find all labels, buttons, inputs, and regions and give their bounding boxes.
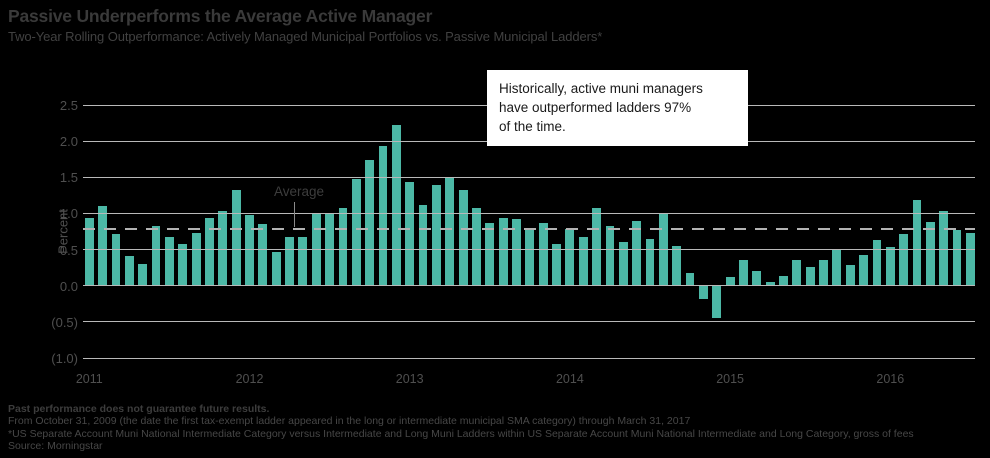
gridline (83, 321, 975, 323)
bar (645, 239, 655, 286)
bar (565, 228, 575, 286)
y-tick-label: 0.0 (59, 278, 78, 294)
bar (552, 243, 561, 286)
bar (245, 214, 254, 286)
bar (365, 159, 375, 286)
bar (84, 218, 94, 286)
bar (378, 146, 388, 286)
bar (351, 179, 361, 286)
gridline (83, 212, 975, 214)
footnotes: Past performance does not guarantee futu… (8, 403, 914, 453)
footnote-methodology: *US Separate Account Muni National Inter… (8, 427, 914, 440)
y-tick-label: (1.0) (51, 351, 78, 366)
average-line-label: Average (273, 184, 325, 199)
y-tick-label: 1.0 (59, 206, 78, 222)
chart-subtitle: Two-Year Rolling Outperformance: Activel… (8, 29, 603, 44)
bar (578, 237, 588, 286)
chart-title: Passive Underperforms the Average Active… (8, 6, 433, 26)
bar (285, 237, 294, 286)
bar (498, 218, 508, 286)
footnote-disclaimer: Past performance does not guarantee futu… (8, 403, 270, 415)
y-tick-label: (0.5) (51, 314, 78, 330)
bar (765, 282, 775, 286)
x-tick-label: 2013 (395, 372, 424, 386)
bar (405, 181, 415, 286)
bar (752, 271, 762, 286)
bar (191, 232, 201, 286)
bar (231, 189, 241, 286)
bar (685, 273, 695, 286)
bar (338, 208, 348, 286)
bar (512, 219, 521, 286)
y-tick-label: 2.5 (59, 98, 78, 113)
bar (124, 256, 134, 286)
bar (485, 222, 495, 286)
bar (632, 221, 642, 286)
bar (178, 243, 188, 286)
gridline (83, 176, 975, 178)
bar (698, 285, 708, 300)
bar (205, 218, 214, 286)
bar (618, 242, 628, 286)
gridline (83, 357, 975, 359)
average-dashed-line (83, 227, 975, 230)
gridline (83, 249, 975, 251)
bar (819, 259, 828, 286)
bar (952, 230, 962, 286)
bar (151, 226, 161, 286)
bar (712, 285, 722, 318)
bar (458, 189, 468, 286)
bar (538, 222, 548, 286)
footnote-source: Source: Morningstar (8, 440, 103, 453)
bar (965, 232, 975, 286)
bar (218, 210, 228, 286)
bar (859, 255, 869, 286)
y-tick-label: 0.5 (59, 242, 78, 258)
bar (725, 277, 735, 286)
bar (832, 249, 842, 286)
x-tick-label: 2016 (876, 372, 905, 386)
bar (805, 266, 815, 286)
callout-line: Historically, active muni managers (499, 81, 703, 96)
bar (418, 205, 428, 286)
bar (912, 199, 922, 286)
footnote-period: From October 31, 2009 (the date the firs… (8, 415, 691, 428)
bar (779, 275, 788, 286)
bar (792, 260, 802, 286)
bar (872, 240, 882, 286)
bar (472, 208, 481, 286)
bar (431, 184, 441, 286)
bar (164, 237, 174, 286)
bar (899, 234, 909, 286)
bar (111, 234, 121, 286)
callout-box: Historically, active muni managers have … (487, 70, 748, 146)
y-tick-label: 2.0 (59, 134, 78, 150)
bar (605, 226, 615, 286)
bar (592, 207, 602, 286)
bar (98, 206, 108, 286)
x-tick-label: 2014 (555, 372, 584, 386)
bar (672, 245, 682, 286)
bar (939, 210, 949, 286)
bar (445, 176, 455, 286)
bar (925, 222, 935, 286)
bar (258, 224, 268, 286)
bar (525, 228, 535, 286)
callout-line: of the time. (499, 119, 566, 134)
average-label-connector-line (294, 202, 295, 227)
bar (298, 236, 308, 286)
bar (138, 264, 148, 286)
bar (845, 264, 855, 286)
bar (271, 251, 281, 286)
bar (739, 260, 748, 286)
callout-line: have outperformed ladders 97% (499, 100, 692, 115)
x-tick-label: 2015 (716, 372, 744, 386)
y-tick-label: 1.5 (59, 170, 78, 186)
bar (391, 125, 401, 286)
gridline (83, 285, 975, 287)
x-tick-label: 2011 (75, 372, 103, 386)
x-tick-label: 2012 (235, 372, 264, 386)
bar (885, 246, 895, 286)
